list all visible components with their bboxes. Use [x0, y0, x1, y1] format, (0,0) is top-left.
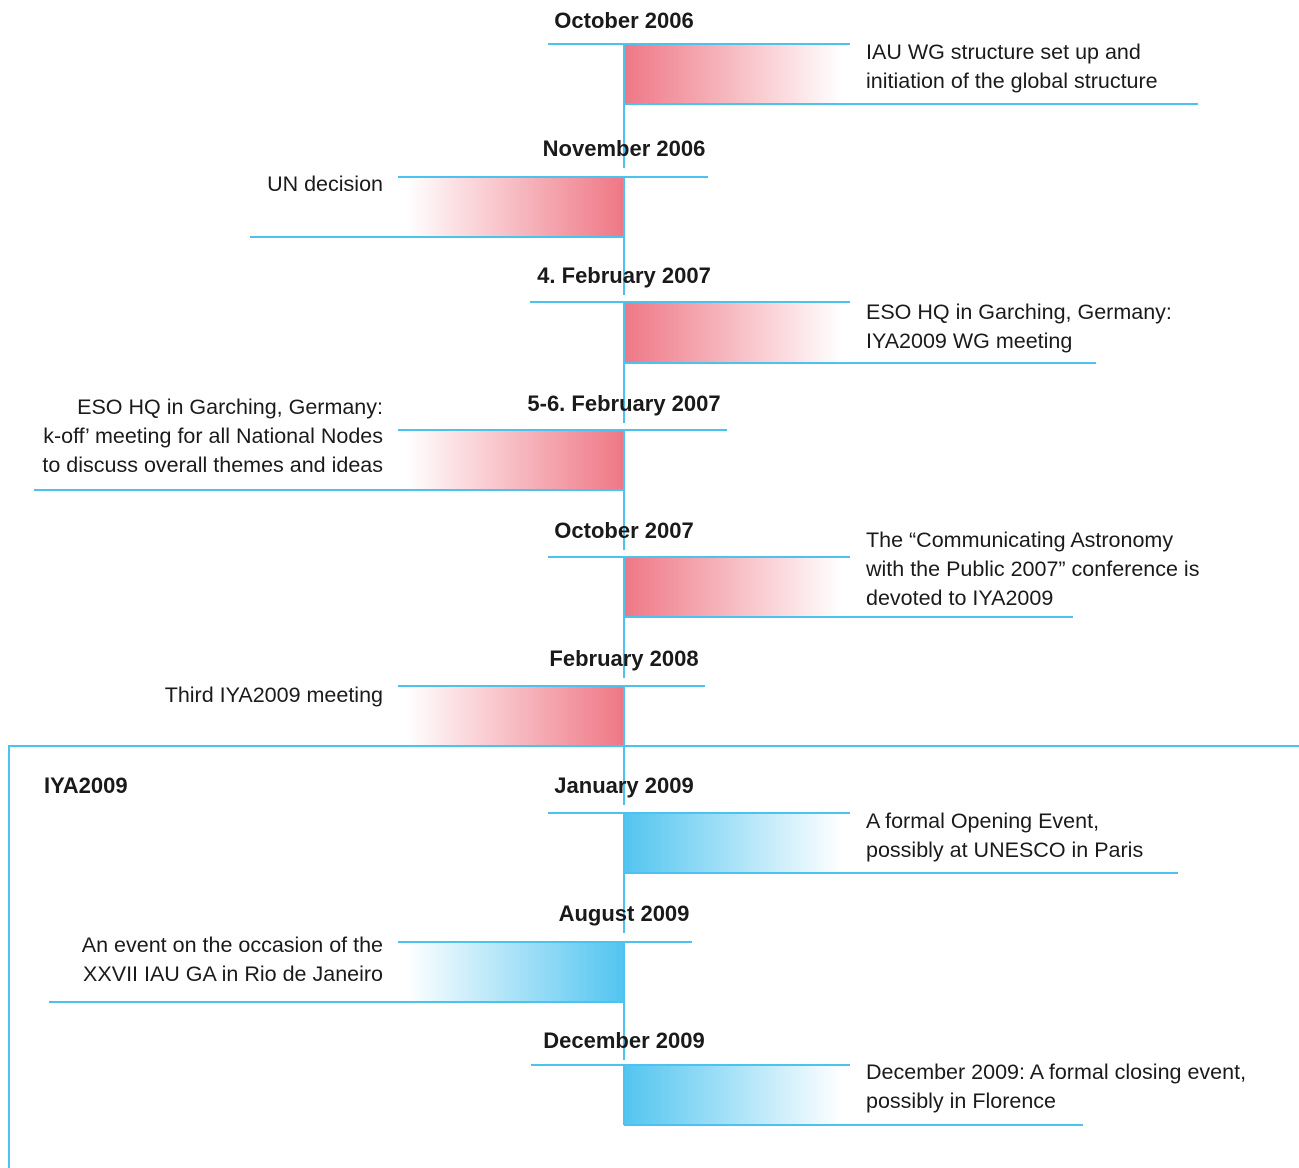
band-spine-edge	[623, 1065, 625, 1125]
band-top-line	[531, 1064, 850, 1066]
band-top-line	[398, 176, 708, 178]
event-date: October 2007	[554, 518, 694, 543]
band-spine-edge	[623, 177, 625, 237]
event-band	[406, 177, 624, 237]
band-bottom-line	[49, 1001, 624, 1003]
band-spine-edge	[623, 942, 625, 1002]
event-date: November 2006	[542, 136, 706, 161]
description-line: possibly at UNESCO in Paris	[866, 838, 1144, 862]
band-top-line	[398, 941, 692, 943]
description-line: ESO HQ in Garching, Germany:	[866, 300, 1172, 324]
description-line: possibly in Florence	[866, 1089, 1057, 1113]
band-bottom-line	[624, 103, 1198, 105]
band-bottom-line	[624, 872, 1178, 874]
spine-segment	[623, 873, 625, 933]
event-band	[406, 430, 624, 490]
section-label-iya2009: IYA2009	[44, 773, 128, 798]
description-line: devoted to IYA2009	[866, 586, 1054, 610]
band-spine-edge	[623, 686, 625, 746]
spine-segment	[623, 1002, 625, 1060]
spine-segment	[623, 617, 625, 678]
event-description: The “Communicating Astronomy with the Pub…	[866, 526, 1199, 613]
description-line: December 2009: A formal closing event,	[866, 1060, 1247, 1084]
event-band	[624, 302, 842, 363]
event-date: August 2009	[558, 901, 690, 926]
description-line: k-off’ meeting for all National Nodes	[43, 424, 383, 448]
event-date: February 2008	[549, 646, 699, 671]
description-line: Third IYA2009 meeting	[164, 683, 383, 707]
band-top-line	[530, 301, 850, 303]
event-description: A formal Opening Event, possibly at UNESC…	[866, 807, 1143, 865]
event-date: 5-6. February 2007	[527, 391, 721, 416]
event-description: An event on the occasion of the XXVII IAU…	[82, 931, 383, 989]
band-bottom-line	[250, 236, 624, 238]
event-description: ESO HQ in Garching, Germany: k-off’ meeti…	[42, 393, 383, 480]
event-band	[624, 557, 842, 617]
band-spine-edge	[623, 44, 625, 104]
iya-section-left-border	[8, 745, 10, 1168]
description-line: IYA2009 WG meeting	[866, 329, 1073, 353]
event-description: Third IYA2009 meeting	[165, 681, 383, 710]
event-date: December 2009	[543, 1028, 705, 1053]
spine-segment	[623, 746, 625, 805]
event-band	[406, 686, 624, 746]
event-band	[624, 1065, 842, 1125]
spine-segment	[623, 363, 625, 423]
band-spine-edge	[623, 302, 625, 363]
event-date: January 2009	[554, 773, 694, 798]
iya-section-top-line	[8, 745, 1299, 747]
event-band	[624, 44, 842, 104]
band-spine-edge	[623, 557, 625, 617]
event-date: October 2006	[554, 8, 694, 33]
event-description: UN decision	[267, 170, 383, 199]
band-top-line	[398, 685, 705, 687]
band-bottom-line	[624, 1124, 1083, 1126]
description-line: IAU WG structure set up and	[866, 40, 1141, 64]
band-top-line	[398, 429, 727, 431]
event-description: ESO HQ in Garching, Germany: IYA2009 WG m…	[866, 298, 1172, 356]
description-line: with the Public 2007” conference is	[866, 557, 1200, 581]
event-description: IAU WG structure set up and initiation of…	[866, 38, 1158, 96]
band-bottom-line	[624, 362, 1096, 364]
band-top-line	[548, 812, 850, 814]
spine-segment	[623, 104, 625, 168]
event-band	[624, 813, 842, 873]
description-line: ESO HQ in Garching, Germany:	[77, 395, 383, 419]
band-bottom-line	[624, 616, 1073, 618]
band-spine-edge	[623, 430, 625, 490]
event-date: 4. February 2007	[537, 263, 711, 288]
description-line: An event on the occasion of the	[81, 933, 383, 957]
description-line: initiation of the global structure	[866, 69, 1158, 93]
band-spine-edge	[623, 813, 625, 873]
description-line: XXVII IAU GA in Rio de Janeiro	[83, 962, 383, 986]
description-line: to discuss overall themes and ideas	[42, 453, 383, 477]
description-line: UN decision	[267, 172, 383, 196]
event-band	[406, 942, 624, 1002]
description-line: A formal Opening Event,	[866, 809, 1100, 833]
spine-segment	[623, 490, 625, 550]
event-description: December 2009: A formal closing event, po…	[866, 1058, 1246, 1116]
description-line: The “Communicating Astronomy	[866, 528, 1174, 552]
band-bottom-line	[34, 489, 624, 491]
spine-segment	[623, 237, 625, 295]
band-top-line	[548, 43, 850, 45]
band-top-line	[548, 556, 850, 558]
